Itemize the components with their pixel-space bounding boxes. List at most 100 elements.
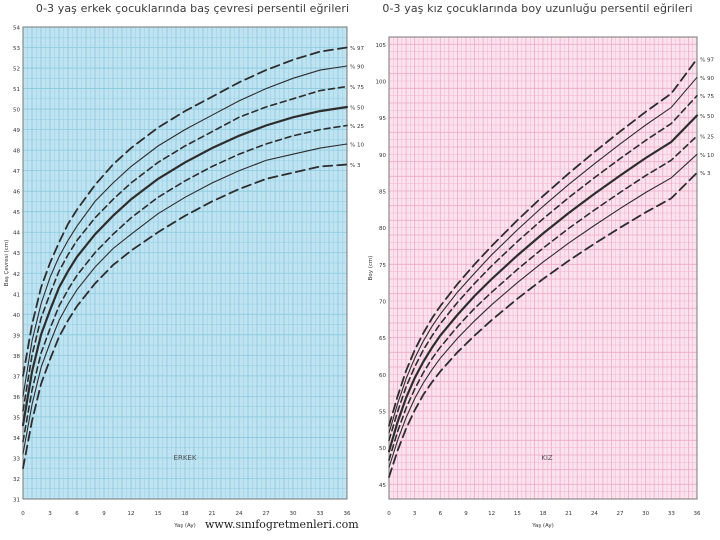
x-tick-label: 27 [617,511,624,517]
x-tick-label: 21 [565,511,572,517]
percentile-label-length: % 10 [700,153,714,159]
y-tick-label: 105 [376,43,387,49]
y-tick-label: 100 [376,80,387,86]
percentile-curve-head-p3 [22,163,348,470]
y-tick-label: 42 [13,272,20,278]
percentile-curve-head-p90 [22,65,348,397]
x-tick-label: 36 [694,511,701,517]
y-tick-label: 80 [379,226,386,232]
percentile-curve-head-p10 [22,143,348,455]
percentile-label-length: % 75 [700,94,714,100]
x-tick-label: 15 [514,511,521,517]
x-tick-label: 6 [439,511,443,517]
y-tick-label: 41 [13,292,20,298]
percentile-curve-length-p50 [387,114,699,453]
percentile-curve-head-p25 [22,124,348,443]
y-tick-label: 37 [13,374,20,380]
x-tick-label: 33 [317,511,324,517]
y-tick-label: 50 [379,446,386,452]
y-tick-label: 40 [13,313,20,319]
y-tick-label: 60 [379,373,386,379]
x-tick-label: 0 [387,511,391,517]
x-tick-label: 21 [209,511,216,517]
y-tick-label: 33 [13,456,20,462]
x-tick-label: 12 [128,511,135,517]
x-tick-label: 9 [102,511,106,517]
percentile-curve-length-p90 [388,76,698,434]
percentile-curve-length-p10 [388,153,698,469]
y-tick-label: 36 [13,395,20,401]
y-tick-label: 43 [13,251,20,257]
y-tick-label: 70 [379,300,386,306]
y-tick-label: 35 [13,415,20,421]
y-tick-label: 51 [13,87,20,93]
x-tick-label: 3 [413,511,417,517]
percentile-curve-head-p75 [22,85,348,412]
percentile-label-head: % 3 [350,163,361,169]
x-axis-title-head: Yaş (Ay) [173,523,196,529]
percentile-curve-length-p25 [388,135,698,461]
y-axis-title-length: Boy (cm) [368,256,374,281]
x-tick-label: 0 [21,511,25,517]
chart-stamp-length: KIZ [541,454,553,462]
percentile-curve-head-p97 [22,46,348,377]
x-tick-label: 18 [540,511,547,517]
percentile-label-length: % 50 [700,114,714,120]
y-axis-title-head: Baş Çevresi (cm) [4,240,10,287]
x-axis-title-length: Yaş (Ay) [531,523,554,529]
x-tick-label: 9 [464,511,468,517]
percentile-label-head: % 90 [350,64,364,70]
percentile-curve-head-p50 [21,105,349,427]
y-tick-label: 39 [13,333,20,339]
plot-frame-head [22,26,348,500]
y-tick-label: 49 [13,128,20,134]
chart-title-length: 0-3 yaş kız çocuklarında boy uzunluğu pe… [382,2,693,15]
percentile-label-length: % 25 [700,135,714,141]
percentile-curve-length-p3 [388,171,698,478]
y-tick-label: 95 [379,116,386,122]
y-tick-label: 44 [13,231,20,237]
x-tick-label: 27 [263,511,270,517]
x-tick-label: 12 [488,511,495,517]
x-tick-label: 3 [48,511,52,517]
footer-website-url: www.sınıfogretmenleri.com [205,518,359,531]
percentile-label-head: % 97 [350,46,364,52]
y-tick-label: 32 [13,477,20,483]
percentile-label-head: % 50 [350,106,364,112]
y-tick-label: 46 [13,190,20,196]
x-tick-label: 18 [182,511,189,517]
y-tick-label: 34 [13,436,20,442]
y-tick-label: 52 [13,67,20,73]
y-tick-label: 75 [379,263,386,269]
y-tick-label: 45 [13,210,20,216]
chart-stamp-head: ERKEK [174,454,197,462]
chart-title-head-circumference: 0-3 yaş erkek çocuklarında baş çevresi p… [35,2,350,15]
percentile-curve-length-p75 [388,94,698,442]
x-tick-label: 30 [642,511,649,517]
plot-frame-length [388,36,698,500]
y-tick-label: 50 [13,108,20,114]
y-tick-label: 53 [13,46,20,52]
y-tick-label: 54 [13,26,20,32]
y-tick-label: 65 [379,336,386,342]
y-tick-label: 45 [379,483,386,489]
y-tick-label: 55 [379,410,386,416]
x-tick-label: 24 [236,511,243,517]
x-tick-label: 15 [155,511,162,517]
y-tick-label: 38 [13,354,20,360]
y-tick-label: 90 [379,153,386,159]
percentile-label-head: % 10 [350,142,364,148]
percentile-label-length: % 90 [700,76,714,82]
y-tick-label: 47 [13,169,20,175]
x-tick-label: 24 [591,511,598,517]
y-tick-label: 48 [13,149,20,155]
x-tick-label: 30 [290,511,297,517]
percentile-label-length: % 97 [700,58,714,64]
percentile-curve-length-p97 [388,58,698,427]
percentile-label-length: % 3 [700,171,711,177]
x-tick-label: 36 [344,511,351,517]
y-tick-label: 85 [379,190,386,196]
y-tick-label: 31 [13,498,20,504]
x-tick-label: 33 [668,511,675,517]
